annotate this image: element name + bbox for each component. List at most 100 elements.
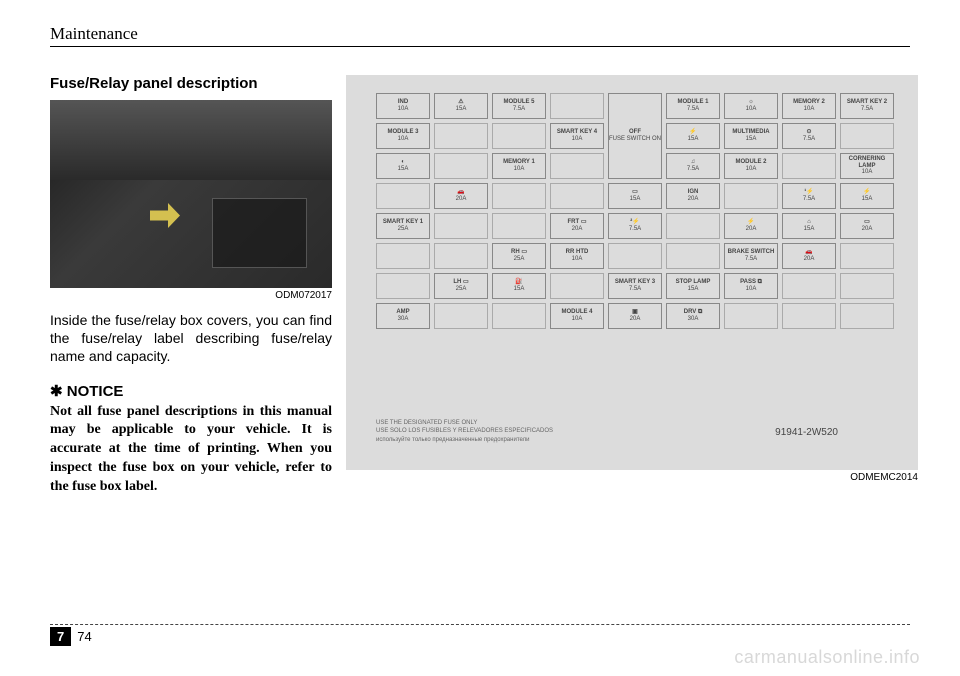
fuse-cell: IND10A <box>376 93 430 119</box>
fuse-label: ▭ <box>841 219 893 226</box>
fuse-label: ¹⚡ <box>783 189 835 196</box>
fuse-cell: MEMORY 110A <box>492 153 546 179</box>
fuse-amp: 20A <box>551 226 603 233</box>
page-footer: 7 74 <box>50 624 910 646</box>
fuse-cell: MODULE 410A <box>550 303 604 329</box>
fuse-cell <box>492 123 546 149</box>
fuse-cell: MEMORY 210A <box>782 93 836 119</box>
fuse-label: RH ▭ <box>493 249 545 256</box>
fuse-cell: ▭15A <box>608 183 662 209</box>
fuse-label: ⌂ <box>783 219 835 226</box>
header-text: Maintenance <box>50 24 138 43</box>
fuse-cell <box>376 243 430 269</box>
fuse-cell: ⚡15A <box>840 183 894 209</box>
fuse-cell: ⚡15A <box>666 123 720 149</box>
fuse-label: MODULE 2 <box>725 159 777 166</box>
fuse-label: DRV ⧉ <box>667 309 719 316</box>
fuse-cell: OFFFUSE SWITCH ON <box>608 93 662 179</box>
fuse-amp: 15A <box>783 226 835 233</box>
fuse-amp: 20A <box>435 196 487 203</box>
fuse-cell <box>550 273 604 299</box>
fuse-amp: 15A <box>609 196 661 203</box>
fuse-amp: 7.5A <box>783 196 835 203</box>
fuse-cell <box>550 93 604 119</box>
body-text: Inside the fuse/relay box covers, you ca… <box>50 311 332 366</box>
fuse-cell <box>666 243 720 269</box>
fuse-amp: 20A <box>783 256 835 263</box>
fuse-amp: 30A <box>377 316 429 323</box>
fuse-cell <box>434 243 488 269</box>
photo-fusebox <box>50 100 332 288</box>
fuse-cell: RR HTD10A <box>550 243 604 269</box>
fuse-amp: 10A <box>377 106 429 113</box>
diagram-id: ODMEMC2014 <box>346 472 918 483</box>
fuse-label: ⊙ <box>783 129 835 136</box>
fuse-label: MODULE 1 <box>667 99 719 106</box>
fuse-amp: 7.5A <box>725 256 777 263</box>
fuse-cell: AMP30A <box>376 303 430 329</box>
footer-line-1: USE THE DESIGNATED FUSE ONLY <box>376 419 888 427</box>
fuse-cell <box>782 153 836 179</box>
fuse-amp: 20A <box>667 196 719 203</box>
fuse-label: SMART KEY 1 <box>377 219 429 226</box>
photo-arrow-icon <box>150 203 180 228</box>
fuse-cell <box>550 183 604 209</box>
fuse-cell: BRAKE SWITCH7.5A <box>724 243 778 269</box>
fuse-amp: FUSE SWITCH ON <box>609 136 661 143</box>
right-column: IND10A⚠15AMODULE 57.5AOFFFUSE SWITCH ONM… <box>346 75 918 497</box>
fuse-amp: 10A <box>725 106 777 113</box>
fuse-label: PASS ⧉ <box>725 279 777 286</box>
fuse-cell <box>608 243 662 269</box>
page-number: 7 74 <box>50 627 910 646</box>
fuse-label: ⛽ <box>493 279 545 286</box>
fuse-cell <box>840 243 894 269</box>
fuse-cell: ⚠15A <box>434 93 488 119</box>
fuse-amp: 7.5A <box>609 226 661 233</box>
fuse-amp: 30A <box>667 316 719 323</box>
fuse-amp: 7.5A <box>783 136 835 143</box>
fuse-cell <box>782 273 836 299</box>
fuse-cell <box>376 183 430 209</box>
fuse-amp: 25A <box>377 226 429 233</box>
fuse-amp: 20A <box>841 226 893 233</box>
fuse-label: ²⚡ <box>609 219 661 226</box>
fuse-label: 🚗 <box>435 189 487 196</box>
fuse-cell: ▭20A <box>840 213 894 239</box>
fuse-cell: RH ▭25A <box>492 243 546 269</box>
fuse-label: ♫ <box>667 159 719 166</box>
fuse-diagram: IND10A⚠15AMODULE 57.5AOFFFUSE SWITCH ONM… <box>346 75 918 470</box>
fuse-cell <box>840 273 894 299</box>
fuse-cell: ¹⚡7.5A <box>782 183 836 209</box>
page-num: 74 <box>71 627 97 646</box>
fuse-cell: MODULE 210A <box>724 153 778 179</box>
fuse-grid: IND10A⚠15AMODULE 57.5AOFFFUSE SWITCH ONM… <box>376 93 888 329</box>
fuse-cell: ⛽15A <box>492 273 546 299</box>
fuse-label: ⚠ <box>435 99 487 106</box>
fuse-cell <box>840 123 894 149</box>
fuse-label: SMART KEY 4 <box>551 129 603 136</box>
part-number: 91941-2W520 <box>775 427 838 438</box>
fuse-amp: 10A <box>551 316 603 323</box>
fuse-cell: PASS ⧉10A <box>724 273 778 299</box>
fuse-cell <box>782 303 836 329</box>
watermark: carmanualsonline.info <box>734 647 920 668</box>
notice-heading: ✱ NOTICE <box>50 382 332 400</box>
fuse-amp: 10A <box>551 256 603 263</box>
content-area: Fuse/Relay panel description ODM072017 I… <box>50 75 918 497</box>
fuse-label: FRT ▭ <box>551 219 603 226</box>
fuse-label: ▣ <box>609 309 661 316</box>
page-header: Maintenance <box>50 24 910 47</box>
fuse-label: ◐ <box>377 159 429 166</box>
fuse-cell: SMART KEY 27.5A <box>840 93 894 119</box>
fuse-label: MULTIMEDIA <box>725 129 777 136</box>
fuse-cell: ⌂15A <box>782 213 836 239</box>
fuse-cell <box>434 153 488 179</box>
fuse-label: AMP <box>377 309 429 316</box>
fuse-cell <box>434 213 488 239</box>
fuse-cell: SMART KEY 410A <box>550 123 604 149</box>
fuse-cell <box>434 123 488 149</box>
fuse-cell <box>724 303 778 329</box>
fuse-amp: 10A <box>725 286 777 293</box>
fuse-amp: 25A <box>435 286 487 293</box>
section-title: Fuse/Relay panel description <box>50 75 332 92</box>
